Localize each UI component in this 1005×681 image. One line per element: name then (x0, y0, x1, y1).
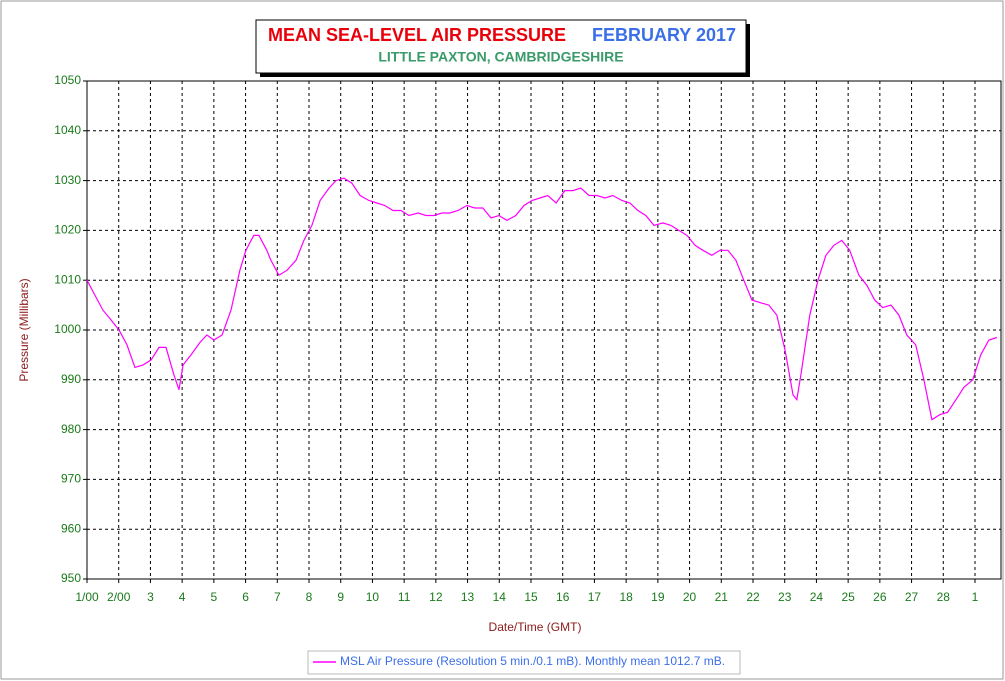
x-tick-label: 14 (493, 590, 507, 604)
x-tick-label: 26 (873, 590, 887, 604)
y-axis-label: Pressure (Millibars) (17, 278, 31, 381)
y-tick-label: 990 (61, 372, 81, 386)
legend-box (307, 650, 741, 675)
y-tick-label: 1050 (54, 73, 81, 87)
x-axis-label: Date/Time (GMT) (489, 620, 582, 634)
x-tick-label: 23 (778, 590, 792, 604)
y-tick-label: 960 (61, 521, 81, 535)
legend-label: MSL Air Pressure (Resolution 5 min./0.1 … (340, 654, 725, 668)
x-tick-label: 3 (147, 590, 154, 604)
x-tick-label: 8 (306, 590, 313, 604)
x-tick-label: 15 (524, 590, 538, 604)
x-tick-label: 11 (398, 590, 411, 604)
x-tick-label: 12 (429, 590, 443, 604)
y-tick-label: 1010 (54, 272, 81, 286)
data-line (86, 177, 998, 421)
y-tick-label: 1040 (54, 123, 81, 137)
x-tick-label: 21 (715, 590, 729, 604)
x-tick-label: 18 (619, 590, 633, 604)
y-tick-label: 970 (61, 472, 81, 486)
x-tick-label: 25 (841, 590, 855, 604)
x-tick-label: 16 (556, 590, 570, 604)
x-tick-label: 24 (810, 590, 824, 604)
x-tick-label: 20 (683, 590, 697, 604)
x-tick-label: 27 (905, 590, 919, 604)
x-tick-label: 2/00 (107, 590, 131, 604)
x-tick-label: 1/00 (75, 590, 99, 604)
x-tick-label: 28 (937, 590, 951, 604)
x-tick-label: 6 (242, 590, 249, 604)
y-tick-label: 1030 (54, 173, 81, 187)
y-tick-label: 980 (61, 422, 81, 436)
x-tick-label: 1 (972, 590, 979, 604)
y-tick-label: 1020 (54, 223, 81, 237)
chart-period: FEBRUARY 2017 (592, 25, 736, 45)
x-tick-label: 9 (337, 590, 344, 604)
x-tick-label: 19 (651, 590, 665, 604)
x-tick-label: 10 (366, 590, 380, 604)
chart-title: MEAN SEA-LEVEL AIR PRESSURE (268, 25, 566, 45)
chart-subtitle: LITTLE PAXTON, CAMBRIDGESHIRE (378, 49, 623, 65)
x-tick-label: 13 (461, 590, 475, 604)
x-tick-label: 17 (588, 590, 602, 604)
x-tick-label: 22 (746, 590, 760, 604)
x-tick-label: 4 (179, 590, 186, 604)
y-tick-label: 1000 (54, 322, 81, 336)
y-tick-label: 950 (61, 571, 81, 585)
title-box (255, 19, 747, 74)
x-tick-label: 5 (211, 590, 218, 604)
x-tick-label: 7 (274, 590, 281, 604)
